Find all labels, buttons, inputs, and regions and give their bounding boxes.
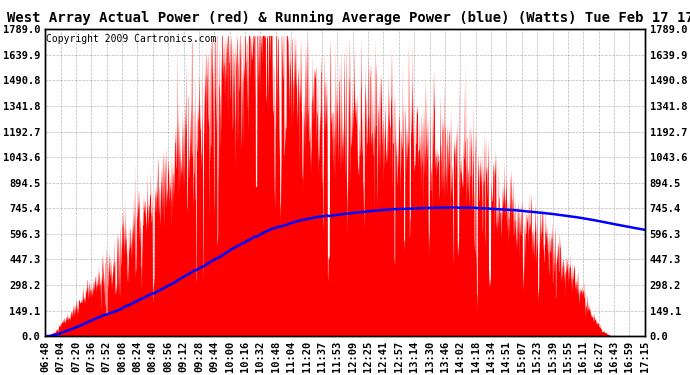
Text: Copyright 2009 Cartronics.com: Copyright 2009 Cartronics.com bbox=[46, 34, 216, 44]
Text: West Array Actual Power (red) & Running Average Power (blue) (Watts) Tue Feb 17 : West Array Actual Power (red) & Running … bbox=[7, 11, 690, 26]
